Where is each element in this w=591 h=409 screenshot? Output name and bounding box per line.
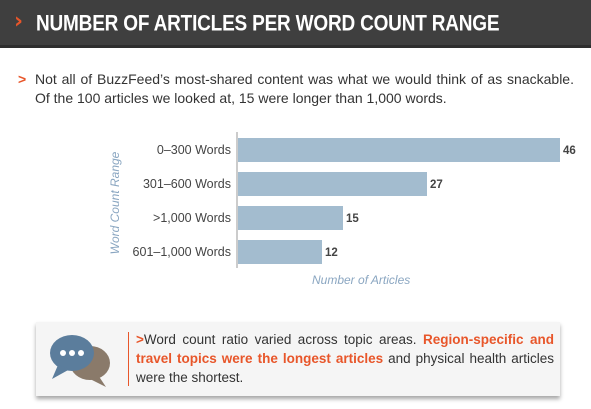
category-label: >1,000 Words xyxy=(153,211,231,225)
speech-bubbles-icon xyxy=(44,327,116,391)
callout-text: >Word count ratio varied across topic ar… xyxy=(136,330,554,387)
category-label: 601–1,000 Words xyxy=(133,245,231,259)
callout-highlight: Region-specific and travel topics were t… xyxy=(136,332,554,366)
data-label: 15 xyxy=(346,213,359,225)
data-label: 12 xyxy=(325,247,338,259)
bar-chart: 0–300 Words 46 301–600 Words 27 >1,000 Words… xyxy=(100,128,576,292)
callout-arrow: > xyxy=(136,332,144,347)
callout-text-after: and physical health articles were the sh… xyxy=(136,351,554,385)
bar xyxy=(238,206,343,230)
data-label: 46 xyxy=(563,145,576,157)
category-label: 0–300 Words xyxy=(157,143,231,157)
chevron-right-icon: › xyxy=(14,9,24,34)
bar-chart-svg: 0–300 Words 46 301–600 Words 27 >1,000 Words… xyxy=(133,132,576,268)
data-label: 27 xyxy=(430,179,443,191)
callout-text-before: Word count ratio varied across topic are… xyxy=(143,332,423,347)
page-title: NUMBER OF ARTICLES PER WORD COUNT RANGE xyxy=(36,12,500,37)
y-axis-label: Word Count Range xyxy=(108,151,122,255)
category-label: 301–600 Words xyxy=(143,177,231,191)
intro-text: Not all of BuzzFeed’s most-shared conten… xyxy=(35,71,574,106)
bar xyxy=(238,172,427,196)
bullet-arrow: > xyxy=(18,71,27,87)
bar xyxy=(238,138,560,162)
header-bar: › NUMBER OF ARTICLES PER WORD COUNT RANG… xyxy=(0,0,591,48)
bar xyxy=(238,240,322,264)
callout-divider xyxy=(128,332,129,386)
intro-paragraph: > Not all of BuzzFeed’s most-shared cont… xyxy=(18,70,574,108)
callout-box: >Word count ratio varied across topic ar… xyxy=(36,322,560,396)
x-axis-label: Number of Articles xyxy=(312,273,411,287)
